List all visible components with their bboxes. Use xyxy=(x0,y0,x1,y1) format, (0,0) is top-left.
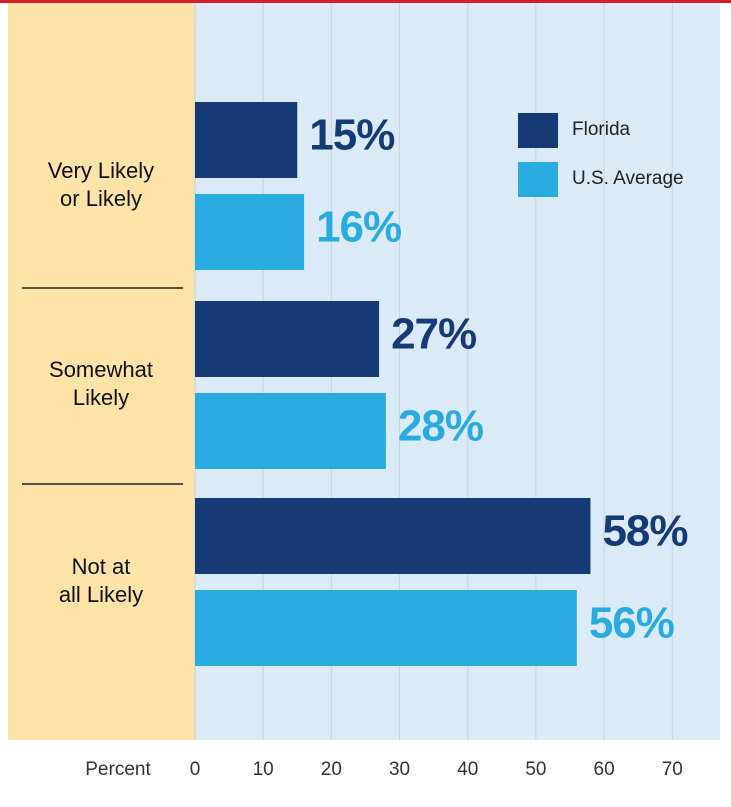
value-label: 16% xyxy=(316,203,401,252)
legend-swatch xyxy=(518,162,558,197)
value-label: 28% xyxy=(398,402,483,451)
legend-swatch xyxy=(518,113,558,148)
x-tick-label: 20 xyxy=(321,759,342,780)
category-panel xyxy=(8,3,195,740)
x-tick-label: 60 xyxy=(594,759,615,780)
legend-label: U.S. Average xyxy=(572,168,684,189)
value-label: 56% xyxy=(589,599,674,648)
bar xyxy=(195,590,577,666)
x-axis-label: Percent xyxy=(85,759,151,780)
bar xyxy=(195,102,298,178)
top-border xyxy=(0,0,731,3)
category-label: Not at xyxy=(72,554,131,579)
x-tick-label: 10 xyxy=(253,759,274,780)
x-tick-label: 0 xyxy=(190,759,201,780)
legend-label: Florida xyxy=(572,119,631,140)
category-label: Likely xyxy=(73,385,129,410)
value-label: 15% xyxy=(309,111,394,160)
value-label: 27% xyxy=(391,310,476,359)
x-tick-label: 40 xyxy=(457,759,478,780)
category-label: or Likely xyxy=(60,186,142,211)
category-label: all Likely xyxy=(59,582,143,607)
value-label: 58% xyxy=(602,507,687,556)
x-tick-label: 50 xyxy=(525,759,546,780)
category-label: Very Likely xyxy=(48,158,154,183)
x-tick-label: 30 xyxy=(389,759,410,780)
x-tick-label: 70 xyxy=(662,759,683,780)
bar xyxy=(195,498,591,574)
category-label: Somewhat xyxy=(49,357,153,382)
bar xyxy=(195,194,305,270)
bar xyxy=(195,301,380,377)
bar xyxy=(195,393,386,469)
